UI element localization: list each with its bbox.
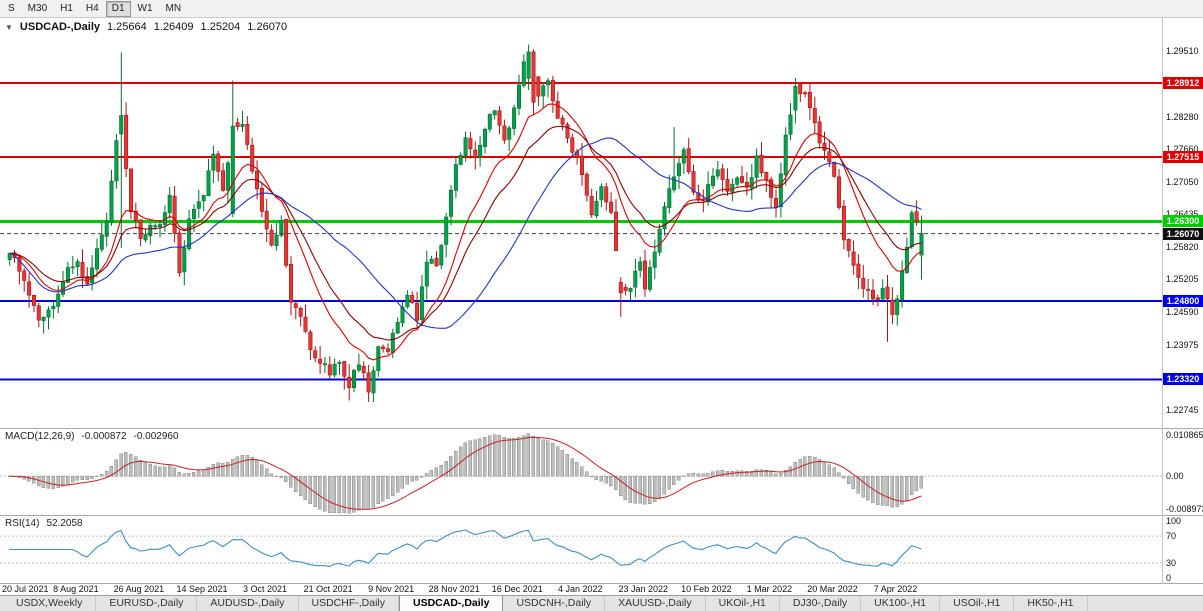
date-axis-label: 20 Jul 2021	[2, 584, 49, 594]
pane-splitter[interactable]	[0, 428, 1203, 429]
ohlc-low-value: 1.25204	[200, 21, 241, 33]
timeframe-button-h4[interactable]: H4	[85, 2, 99, 14]
macd-histogram	[7, 433, 924, 514]
tab-usdchf-daily[interactable]: USDCHF-,Daily	[299, 596, 400, 611]
pane-splitter[interactable]	[0, 583, 1203, 584]
timeframe-button-mn[interactable]: MN	[165, 2, 182, 14]
macd-pane[interactable]: MACD(12,26,9) -0.000872 -0.002960 0.0108…	[0, 429, 1203, 515]
macd-name: MACD(12,26,9)	[5, 431, 75, 442]
chart-title: ▼ USDCAD-,Daily 1.25664 1.26409 1.25204 …	[5, 21, 287, 33]
date-axis: 20 Jul 2021 8 Aug 2021 26 Aug 2021 14 Sep 2…	[0, 584, 1203, 595]
ohlc-high-value: 1.26409	[153, 21, 194, 33]
macd-label: MACD(12,26,9) -0.000872 -0.002960	[5, 431, 179, 442]
rsi-pane[interactable]: RSI(14) 52.2058 100 70 30 0	[0, 516, 1203, 583]
axis-separator	[1162, 18, 1163, 584]
tab-dj30-daily[interactable]: DJ30-,Daily	[780, 596, 862, 611]
rsi-line	[9, 529, 922, 568]
ohlc-close-value: 1.26070	[247, 21, 288, 33]
timeframe-button-w1[interactable]: W1	[137, 2, 153, 14]
tab-usdcnh-daily[interactable]: USDCNH-,Daily	[503, 596, 606, 611]
date-axis-label: 21 Oct 2021	[303, 584, 353, 594]
date-axis-label: 8 Aug 2021	[53, 584, 99, 594]
date-axis-label: 28 Nov 2021	[428, 584, 480, 594]
chart-symbol-label: USDCAD-,Daily	[19, 21, 100, 33]
timeframe-button-m30[interactable]: M30	[27, 2, 48, 14]
candles-layer	[7, 44, 924, 403]
timeframe-button-d1[interactable]: D1	[105, 0, 131, 17]
pane-splitter[interactable]	[0, 515, 1203, 516]
ma-lines-layer	[9, 103, 922, 361]
date-axis-label: 10 Feb 2022	[681, 584, 732, 594]
tab-eurusd-daily[interactable]: EURUSD-,Daily	[96, 596, 198, 611]
price-chart-canvas[interactable]	[0, 18, 1203, 428]
tab-ukoil-h1[interactable]: UKOil-,H1	[706, 596, 780, 611]
timeframe-toolbar: S M30 H1 H4 D1 W1 MN	[0, 0, 1203, 18]
ohlc-open-value: 1.25664	[107, 21, 147, 33]
tab-uk100-h1[interactable]: UK100-,H1	[861, 596, 941, 611]
rsi-label: RSI(14) 52.2058	[5, 518, 83, 529]
date-axis-label: 20 Mar 2022	[807, 584, 858, 594]
macd-main-value: -0.000872	[81, 431, 127, 442]
timeframe-button-h1[interactable]: H1	[60, 2, 73, 14]
date-axis-label: 7 Apr 2022	[873, 584, 918, 594]
date-axis-label: 16 Dec 2021	[491, 584, 543, 594]
date-axis-label: 1 Mar 2022	[746, 584, 793, 594]
tab-audusd-daily[interactable]: AUDUSD-,Daily	[197, 596, 299, 611]
rsi-value: 52.2058	[46, 518, 83, 529]
timeframe-button-s[interactable]: S	[8, 2, 15, 14]
tab-hk50-h1[interactable]: HK50-,H1	[1014, 596, 1088, 611]
collapse-chart-icon[interactable]: ▼	[5, 22, 13, 32]
chart-tabs-bar: USDX,Weekly EURUSD-,Daily AUDUSD-,Daily USD…	[0, 595, 1203, 611]
rsi-canvas[interactable]	[0, 516, 1203, 583]
date-axis-label: 26 Aug 2021	[113, 584, 165, 594]
chart-workspace: ▼ USDCAD-,Daily 1.25664 1.26409 1.25204 …	[0, 18, 1203, 595]
tab-xauusd-daily[interactable]: XAUUSD-,Daily	[605, 596, 706, 611]
date-axis-label: 4 Jan 2022	[558, 584, 603, 594]
macd-canvas[interactable]	[0, 429, 1203, 515]
tab-usoil-h1[interactable]: USOil-,H1	[940, 596, 1015, 611]
price-chart-pane[interactable]: ▼ USDCAD-,Daily 1.25664 1.26409 1.25204 …	[0, 18, 1203, 428]
rsi-name: RSI(14)	[5, 518, 40, 529]
date-axis-label: 14 Sep 2021	[176, 584, 228, 594]
tab-usdx-weekly[interactable]: USDX,Weekly	[3, 596, 97, 611]
date-axis-label: 3 Oct 2021	[242, 584, 288, 594]
date-axis-label: 23 Jan 2022	[618, 584, 669, 594]
tab-usdcad-daily[interactable]: USDCAD-,Daily	[399, 596, 504, 611]
macd-signal-line	[9, 436, 922, 510]
date-axis-label: 9 Nov 2021	[368, 584, 415, 594]
macd-signal-value: -0.002960	[133, 431, 179, 442]
